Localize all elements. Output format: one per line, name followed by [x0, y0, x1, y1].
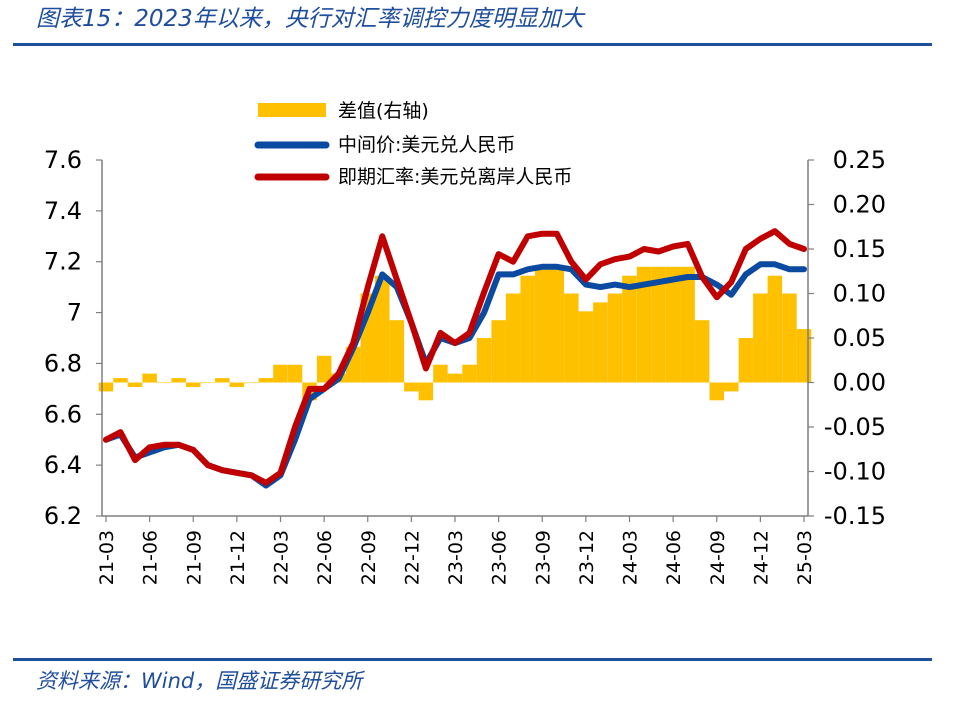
diff-bar — [389, 320, 405, 383]
right-tick-label: 0.00 — [833, 369, 886, 397]
diff-bar — [549, 266, 564, 383]
diff-bar — [782, 293, 797, 383]
diff-bar — [316, 355, 332, 383]
right-tick-label: 0.10 — [833, 280, 886, 308]
diff-bar — [709, 382, 724, 401]
x-tick-label: 24-06 — [663, 530, 685, 585]
right-tick-label: 0.15 — [833, 235, 886, 263]
spot-rate-line — [103, 228, 807, 486]
diff-bar — [98, 382, 114, 392]
x-axis-ticks: 21-03 21-06 21-09 21-12 22-03 22-06 22-09 22-12… — [96, 516, 816, 585]
left-tick-label: 6.8 — [44, 349, 82, 377]
right-tick-label: 0.20 — [833, 191, 886, 219]
diff-bar — [113, 378, 128, 383]
source-divider — [13, 658, 932, 661]
diff-bar — [171, 378, 186, 383]
diff-bar — [607, 293, 623, 383]
diff-bar — [258, 378, 274, 383]
x-tick-label: 24-03 — [620, 530, 642, 585]
x-tick-label: 22-03 — [271, 530, 293, 585]
right-tick-label: -0.15 — [824, 502, 886, 530]
diff-bar — [215, 378, 230, 383]
right-axis-ticks: -0.15 -0.10 -0.05 0.00 0.05 0.10 0.15 0.20 0.25 — [808, 146, 886, 530]
left-tick-label: 7 — [67, 299, 82, 327]
diff-bar — [505, 293, 521, 383]
diff-bar — [738, 338, 754, 383]
right-tick-label: 0.25 — [833, 146, 886, 174]
x-tick-label: 21-12 — [227, 530, 249, 585]
line-layer — [103, 228, 807, 489]
left-tick-label: 6.4 — [44, 451, 82, 479]
diff-bar — [535, 266, 550, 383]
diff-bar — [287, 364, 303, 383]
x-tick-label: 22-09 — [358, 530, 380, 585]
diff-bar — [418, 382, 434, 401]
figure-title: 图表15：2023年以来，央行对汇率调控力度明显加大 — [36, 6, 584, 32]
diff-bar — [229, 382, 245, 387]
diff-bar — [520, 275, 535, 383]
x-tick-label: 21-03 — [96, 530, 118, 585]
diff-bar — [156, 382, 172, 384]
diff-bar — [186, 382, 201, 387]
left-axis-ticks: 6.2 6.4 6.6 6.8 7 7.2 7.4 7.6 — [44, 146, 102, 530]
right-tick-label: 0.05 — [833, 324, 886, 352]
diff-bar — [375, 275, 390, 383]
x-tick-label: 22-12 — [401, 530, 423, 585]
legend-swatch-diff — [258, 103, 326, 117]
diff-bar — [404, 382, 419, 392]
left-tick-label: 6.2 — [44, 502, 82, 530]
diff-area-layer — [98, 266, 812, 401]
x-tick-label: 24-09 — [707, 530, 729, 585]
diff-bar — [142, 373, 157, 383]
x-tick-label: 21-06 — [140, 530, 162, 585]
x-tick-label: 22-06 — [314, 530, 336, 585]
diff-bar — [622, 275, 637, 383]
left-tick-label: 7.6 — [44, 146, 82, 174]
diff-bar — [127, 382, 143, 387]
diff-bar — [753, 293, 768, 383]
x-tick-label: 23-06 — [489, 530, 511, 585]
diff-bar — [767, 275, 783, 383]
right-tick-label: -0.10 — [824, 458, 886, 486]
left-tick-label: 7.2 — [44, 248, 82, 276]
x-tick-label: 25-03 — [794, 530, 816, 585]
x-tick-label: 23-09 — [532, 530, 554, 585]
diff-bar — [680, 266, 695, 383]
diff-bar — [273, 364, 288, 383]
diff-bar — [636, 266, 652, 383]
source-note: 资料来源：Wind，国盛证券研究所 — [36, 669, 363, 693]
diff-bar — [476, 338, 492, 383]
diff-bar — [724, 382, 739, 392]
diff-bar — [491, 320, 506, 383]
diff-bar — [447, 373, 463, 383]
legend: 差值(右轴) 中间价:美元兑人民币 即期汇率:美元兑离岸人民币 — [254, 100, 572, 188]
x-tick-label: 23-12 — [576, 530, 598, 585]
x-tick-label: 21-09 — [183, 530, 205, 585]
diff-bar — [578, 311, 594, 383]
legend-label-diff: 差值(右轴) — [338, 100, 429, 122]
diff-bar — [462, 364, 477, 383]
diff-bar — [665, 266, 681, 383]
left-tick-label: 6.6 — [44, 400, 82, 428]
x-tick-label: 24-12 — [750, 530, 772, 585]
diff-bar — [796, 329, 812, 383]
left-tick-label: 7.4 — [44, 197, 82, 225]
title-divider — [13, 43, 932, 46]
diff-bar — [651, 266, 666, 383]
x-tick-label: 23-03 — [445, 530, 467, 585]
diff-bar — [244, 382, 259, 384]
diff-bar — [433, 364, 448, 383]
diff-bar — [694, 320, 710, 383]
legend-label-mid: 中间价:美元兑人民币 — [338, 134, 515, 156]
diff-bar — [593, 302, 608, 383]
diff-bar — [564, 293, 579, 383]
legend-label-spot: 即期汇率:美元兑离岸人民币 — [338, 166, 572, 188]
diff-bar — [200, 382, 215, 384]
right-tick-label: -0.05 — [824, 413, 886, 441]
